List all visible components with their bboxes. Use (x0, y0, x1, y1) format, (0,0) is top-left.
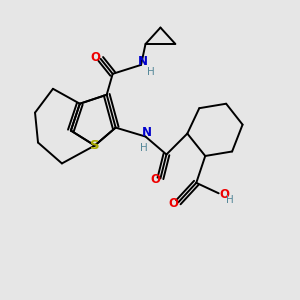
Text: O: O (150, 173, 160, 186)
Text: N: N (142, 127, 152, 140)
Text: O: O (168, 197, 178, 210)
Text: O: O (219, 188, 229, 201)
Text: N: N (137, 55, 148, 68)
Text: H: H (147, 68, 154, 77)
Text: H: H (140, 143, 148, 153)
Text: O: O (90, 51, 100, 64)
Text: S: S (90, 139, 100, 152)
Text: H: H (226, 195, 234, 205)
